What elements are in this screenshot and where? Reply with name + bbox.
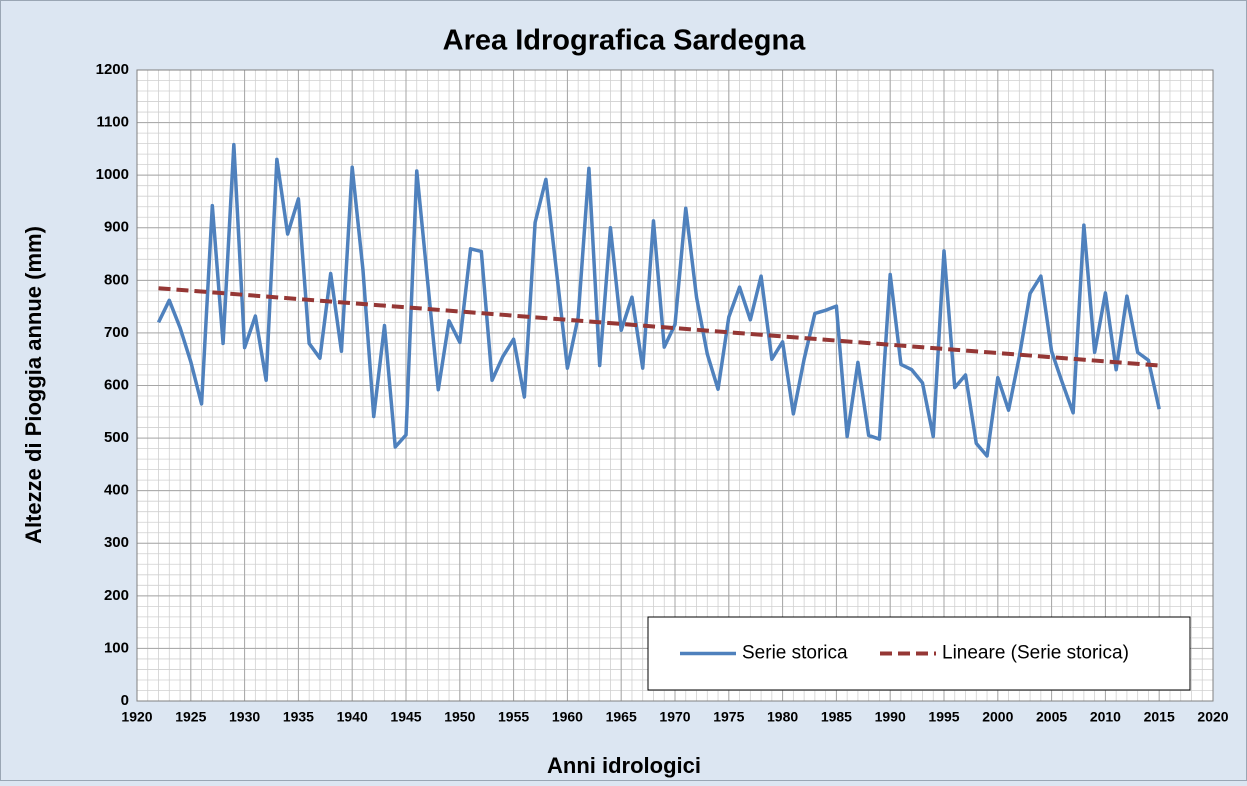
x-tick-label: 1945 (390, 709, 421, 725)
x-tick-label: 2015 (1144, 709, 1175, 725)
x-tick-label: 1960 (552, 709, 583, 725)
x-tick-label: 1990 (875, 709, 906, 725)
x-tick-label: 1955 (498, 709, 529, 725)
x-tick-label: 1940 (337, 709, 368, 725)
x-tick-label: 1980 (767, 709, 798, 725)
data-line (156, 142, 1161, 458)
legend-label: Lineare (Serie storica) (942, 643, 1129, 664)
x-tick-label: 1975 (713, 709, 744, 725)
y-tick-label: 500 (104, 429, 129, 446)
x-tick-label: 1930 (229, 709, 260, 725)
y-tick-label: 200 (104, 587, 129, 604)
plot-border (136, 69, 1214, 702)
y-tick-label: 600 (104, 376, 129, 393)
x-tick-label: 1950 (444, 709, 475, 725)
x-tick-label: 2010 (1090, 709, 1121, 725)
y-tick-label: 1000 (96, 166, 129, 183)
y-tick-label: 100 (104, 639, 129, 656)
y-tick-label: 1100 (96, 114, 129, 131)
x-tick-label: 1965 (606, 709, 637, 725)
y-tick-label: 800 (104, 271, 129, 288)
y-tick-label: 1200 (96, 61, 129, 78)
x-tick-label: 2005 (1036, 709, 1067, 725)
trend-line (158, 286, 1160, 368)
y-axis-label: Altezze di Pioggia annue (mm) (21, 226, 46, 544)
x-tick-label: 1995 (928, 709, 959, 725)
y-tick-label: 400 (104, 482, 129, 499)
legend-label: Serie storica (742, 643, 848, 664)
x-tick-label: 1920 (121, 709, 152, 725)
x-tick-label: 2020 (1197, 709, 1228, 725)
x-tick-label: 2000 (982, 709, 1013, 725)
y-tick-label: 900 (104, 219, 129, 236)
x-axis-label: Anni idrologici (547, 753, 701, 778)
y-tick-label: 700 (104, 324, 129, 341)
chart-title: Area Idrografica Sardegna (443, 25, 806, 57)
x-tick-label: 1970 (659, 709, 690, 725)
x-tick-label: 1925 (175, 709, 206, 725)
x-tick-label: 1935 (283, 709, 314, 725)
x-tick-label: 1985 (821, 709, 852, 725)
y-tick-label: 0 (121, 692, 129, 709)
y-tick-label: 300 (104, 534, 129, 551)
